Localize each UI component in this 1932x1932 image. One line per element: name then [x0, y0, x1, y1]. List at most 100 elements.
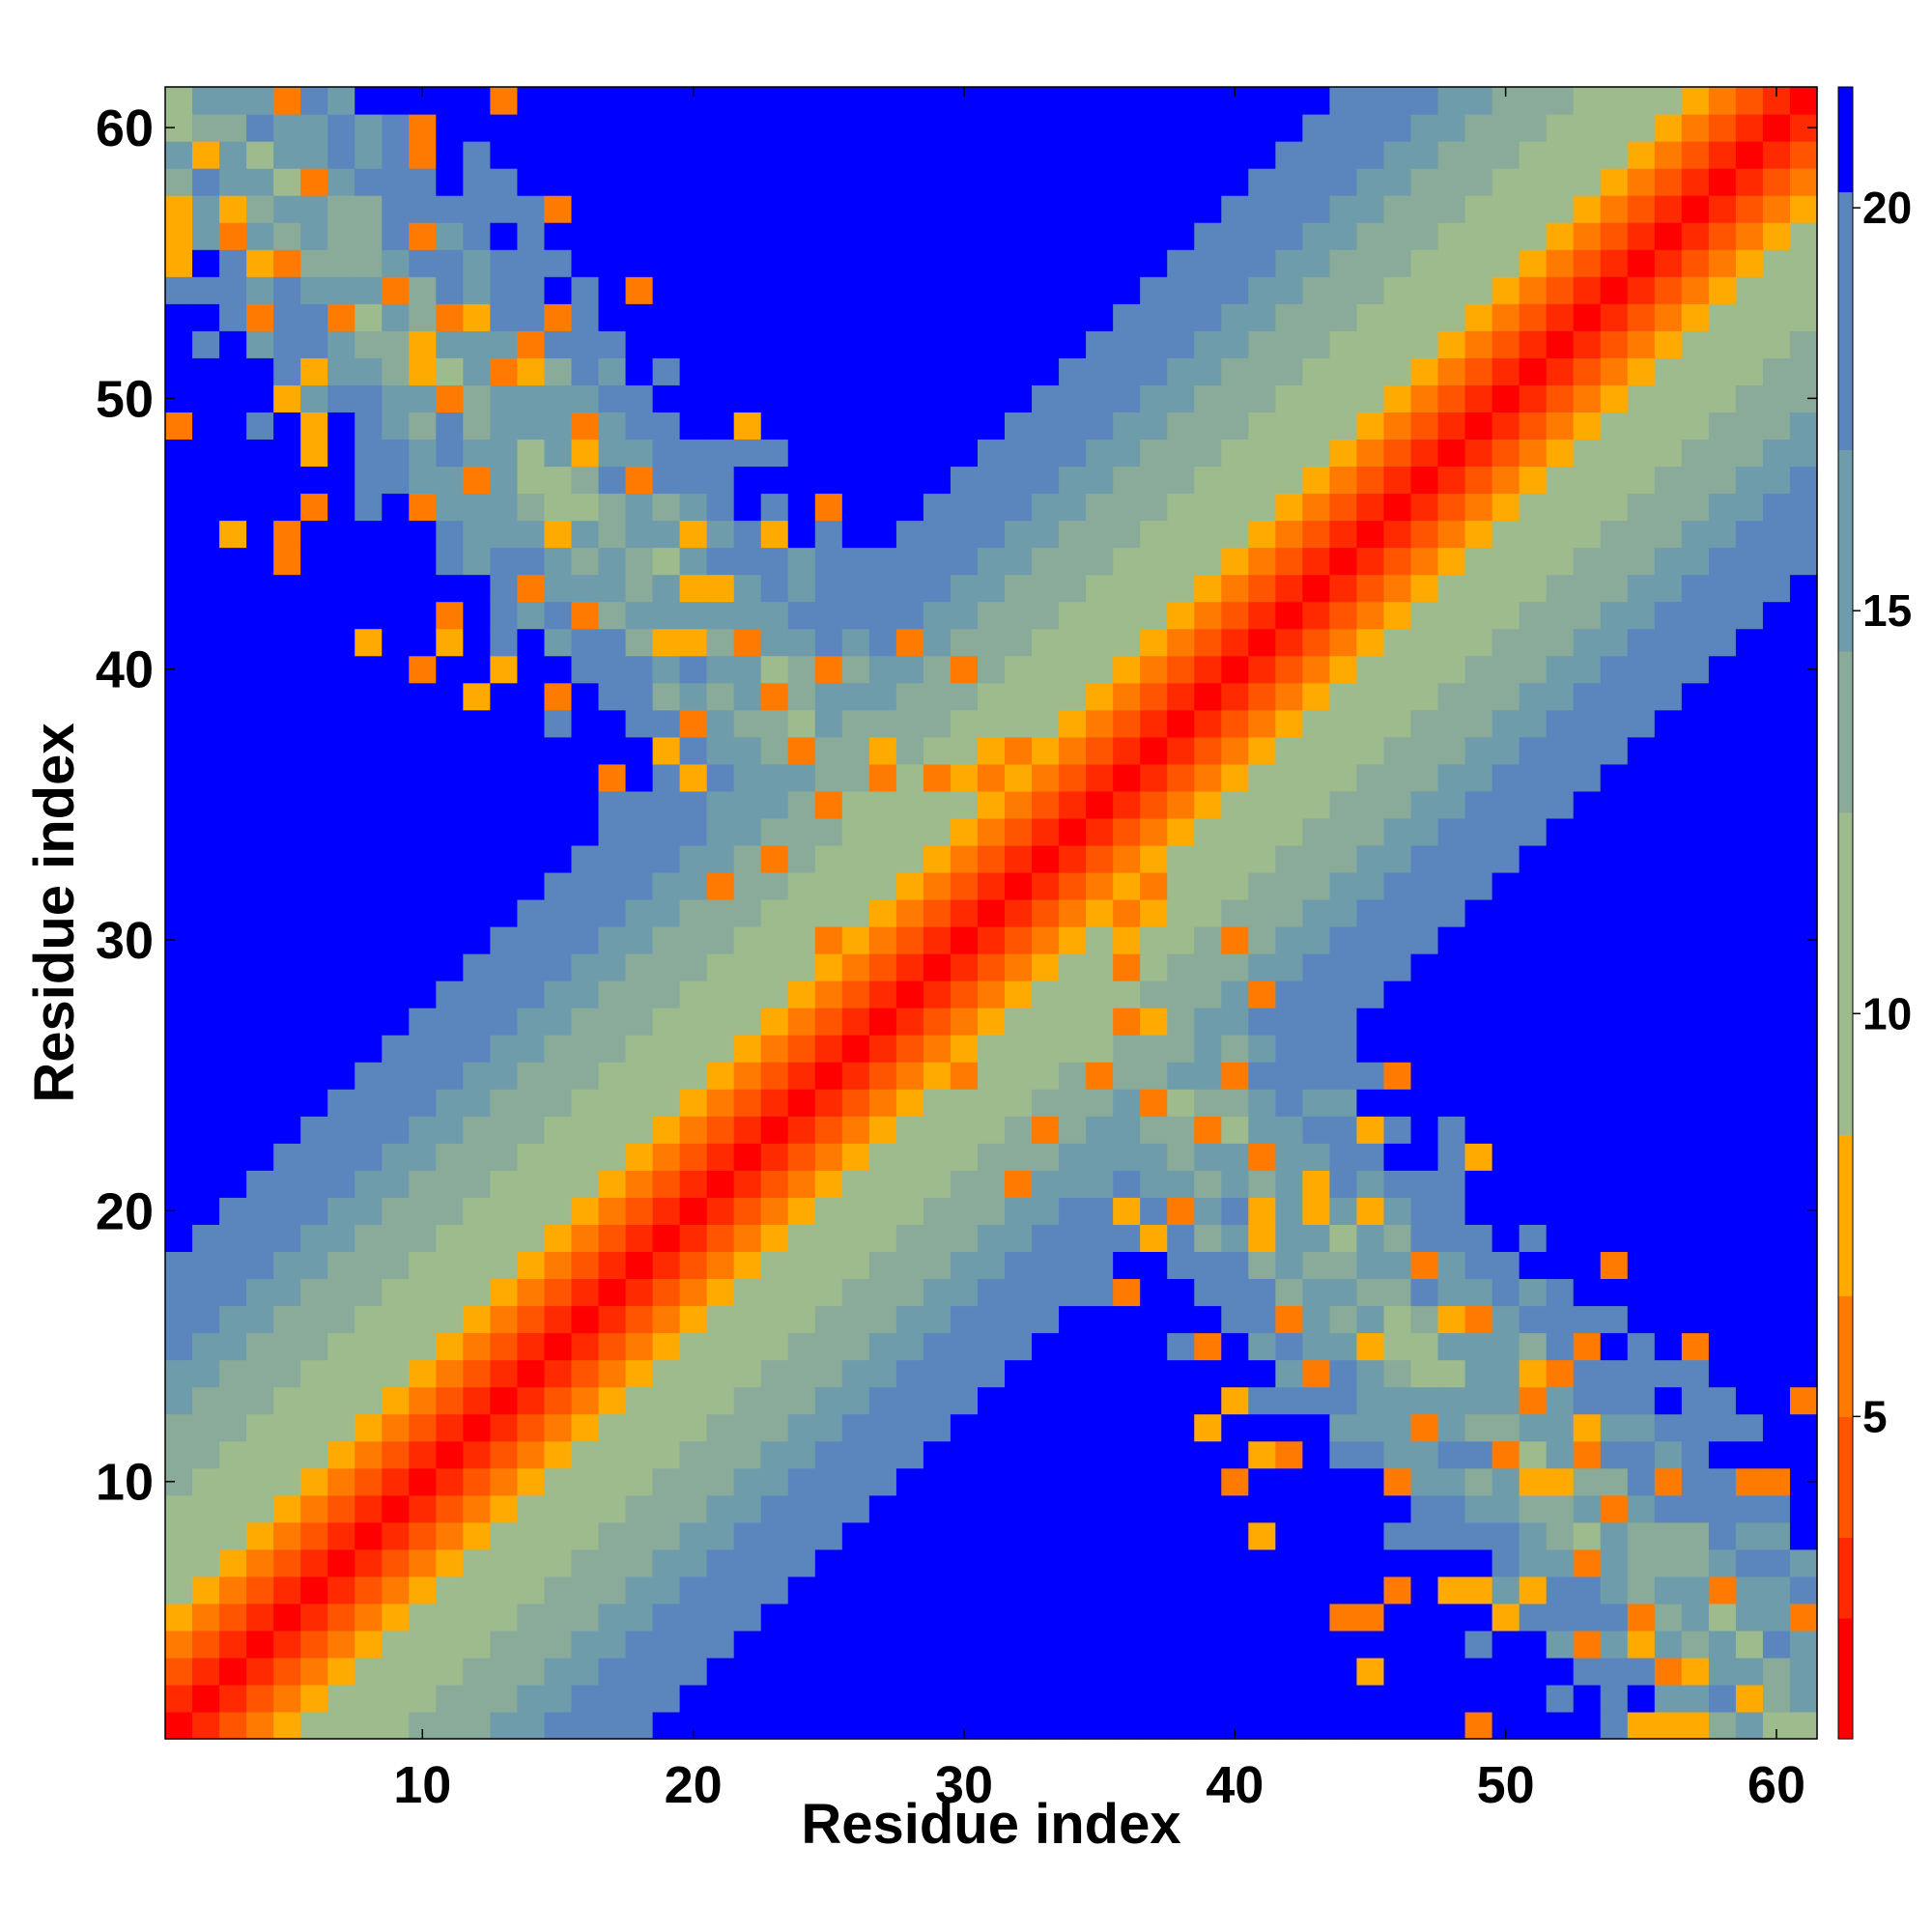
heatmap-cell: [1492, 222, 1520, 250]
heatmap-cell: [1194, 493, 1222, 522]
heatmap-cell: [219, 493, 247, 522]
heatmap-cell: [273, 168, 301, 196]
heatmap-cell: [1410, 303, 1439, 331]
heatmap-cell: [923, 1251, 952, 1280]
heatmap-cell: [625, 1467, 654, 1496]
heatmap-cell: [1275, 1305, 1303, 1334]
heatmap-cell: [246, 168, 274, 196]
heatmap-cell: [1302, 1332, 1331, 1361]
heatmap-cell: [192, 303, 220, 331]
heatmap-cell: [355, 168, 383, 196]
heatmap-cell: [1248, 574, 1276, 603]
heatmap-cell: [1735, 871, 1764, 900]
heatmap-cell: [1789, 1332, 1818, 1361]
heatmap-cell: [382, 466, 410, 495]
heatmap-cell: [1059, 763, 1087, 792]
heatmap-cell: [246, 1278, 274, 1307]
heatmap-cell: [679, 168, 708, 196]
heatmap-cell: [246, 439, 274, 468]
heatmap-cell: [950, 1576, 979, 1605]
heatmap-cell: [706, 574, 735, 603]
heatmap-cell: [219, 1197, 247, 1225]
heatmap-cell: [1681, 384, 1710, 412]
heatmap-cell: [598, 1305, 627, 1334]
heatmap-cell: [1789, 1521, 1818, 1550]
heatmap-cell: [1437, 168, 1466, 196]
heatmap-cell: [246, 87, 274, 115]
heatmap-cell: [598, 1143, 627, 1171]
heatmap-cell: [355, 1684, 383, 1713]
heatmap-cell: [652, 980, 681, 1009]
heatmap-cell: [1059, 1603, 1087, 1632]
heatmap-cell: [787, 520, 816, 549]
heatmap-cell: [895, 249, 924, 277]
heatmap-cell: [300, 195, 328, 223]
heatmap-cell: [706, 1062, 735, 1090]
heatmap-cell: [706, 1143, 735, 1171]
heatmap-cell: [706, 628, 735, 657]
heatmap-cell: [1086, 1413, 1114, 1442]
heatmap-cell: [246, 384, 274, 412]
heatmap-cell: [273, 1684, 301, 1713]
heatmap-cell: [625, 898, 654, 927]
heatmap-cell: [1113, 926, 1141, 954]
heatmap-cell: [841, 898, 870, 927]
heatmap-cell: [1600, 276, 1629, 304]
heatmap-cell: [977, 1035, 1006, 1063]
heatmap-cell: [219, 1035, 247, 1063]
heatmap-cell: [977, 1197, 1006, 1225]
heatmap-cell: [1032, 1305, 1060, 1334]
heatmap-cell: [1735, 1603, 1764, 1632]
heatmap-cell: [787, 1467, 816, 1496]
heatmap-cell: [1140, 1494, 1168, 1523]
heatmap-cell: [598, 1062, 627, 1090]
heatmap-cell: [1248, 1224, 1276, 1253]
heatmap-cell: [1140, 1603, 1168, 1632]
heatmap-cell: [868, 628, 897, 657]
heatmap-cell: [1437, 709, 1466, 738]
heatmap-cell: [895, 493, 924, 522]
heatmap-cell: [219, 1332, 247, 1361]
heatmap-cell: [1383, 384, 1412, 412]
heatmap-cell: [165, 1494, 193, 1523]
heatmap-cell: [544, 520, 573, 549]
heatmap-cell: [760, 682, 789, 711]
heatmap-cell: [1275, 520, 1303, 549]
heatmap-cell: [571, 276, 600, 304]
heatmap-cell: [1519, 1359, 1548, 1388]
heatmap-cell: [1356, 1386, 1385, 1415]
heatmap-cell: [1032, 276, 1060, 304]
heatmap-cell: [625, 655, 654, 684]
heatmap-cell: [1167, 844, 1195, 873]
heatmap-cell: [544, 1332, 573, 1361]
heatmap-cell: [355, 953, 383, 981]
heatmap-cell: [1275, 1089, 1303, 1117]
heatmap-cell: [787, 1684, 816, 1713]
heatmap-cell: [1221, 1359, 1249, 1388]
heatmap-cell: [598, 1711, 627, 1740]
heatmap-cell: [544, 1143, 573, 1171]
heatmap-cell: [950, 1062, 979, 1090]
heatmap-cell: [490, 655, 519, 684]
heatmap-cell: [571, 1359, 600, 1388]
heatmap-cell: [1005, 1603, 1033, 1632]
heatmap-cell: [1005, 249, 1033, 277]
heatmap-cell: [950, 601, 979, 630]
heatmap-cell: [382, 1278, 410, 1307]
heatmap-cell: [1410, 1603, 1439, 1632]
heatmap-cell: [246, 655, 274, 684]
heatmap-cell: [950, 357, 979, 385]
heatmap-cell: [1654, 1143, 1683, 1171]
heatmap-cell: [544, 736, 573, 765]
heatmap-cell: [1573, 439, 1602, 468]
heatmap-cell: [652, 493, 681, 522]
heatmap-cell: [409, 871, 437, 900]
heatmap-cell: [1789, 980, 1818, 1009]
heatmap-cell: [950, 1630, 979, 1659]
heatmap-cell: [300, 1251, 328, 1280]
heatmap-cell: [1735, 1224, 1764, 1253]
heatmap-cell: [598, 1684, 627, 1713]
heatmap-cell: [1356, 736, 1385, 765]
heatmap-cell: [192, 1224, 220, 1253]
heatmap-cell: [409, 1278, 437, 1307]
